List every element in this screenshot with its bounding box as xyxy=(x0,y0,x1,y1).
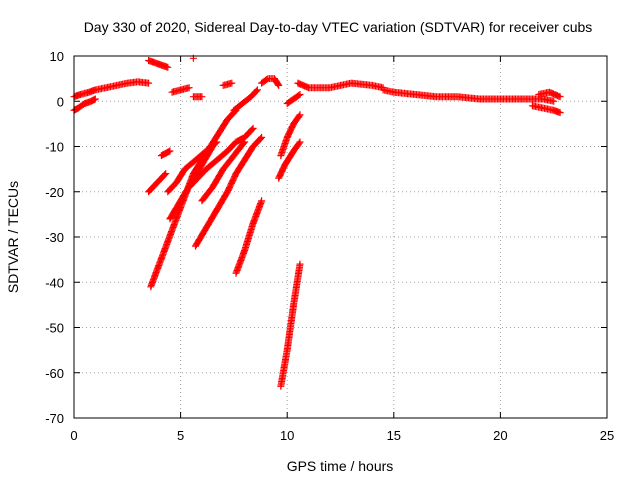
chart-title: Day 330 of 2020, Sidereal Day-to-day VTE… xyxy=(84,19,593,35)
x-tick-label: 10 xyxy=(280,428,294,443)
y-tick-label: -50 xyxy=(45,321,64,336)
x-tick-label: 15 xyxy=(387,428,401,443)
series-track-14 xyxy=(535,88,564,101)
data-points xyxy=(70,54,564,390)
series-track-24 xyxy=(275,138,304,182)
series-track-05 xyxy=(168,84,193,96)
series-track-15 xyxy=(145,170,170,196)
series-track-16 xyxy=(157,147,174,160)
series-track-06 xyxy=(189,93,206,101)
series-track-11 xyxy=(294,79,387,92)
series-track-22 xyxy=(198,138,249,205)
y-tick-label: -10 xyxy=(45,140,64,155)
ticks: 0 5 10 15 20 25 -70 -60 -50 -40 -30 -20 -10 0 10 xyxy=(45,49,614,443)
y-tick-label: -70 xyxy=(45,411,64,426)
y-tick-label: -60 xyxy=(45,366,64,381)
y-tick-label: 0 xyxy=(57,94,64,109)
series-track-25 xyxy=(277,111,304,160)
series-track-21 xyxy=(192,133,266,250)
y-tick-label: 10 xyxy=(50,49,64,64)
series-track-20 xyxy=(185,124,257,191)
x-tick-label: 0 xyxy=(70,428,77,443)
x-tick-label: 5 xyxy=(177,428,184,443)
x-axis-label: GPS time / hours xyxy=(287,458,394,474)
series-track-26 xyxy=(277,260,304,390)
y-tick-label: -40 xyxy=(45,275,64,290)
series-track-07 xyxy=(219,79,236,89)
series-track-19 xyxy=(164,138,221,196)
y-tick-label: -20 xyxy=(45,185,64,200)
series-track-10 xyxy=(283,91,304,107)
x-tick-label: 20 xyxy=(493,428,507,443)
y-tick-label: -30 xyxy=(45,230,64,245)
series-track-12 xyxy=(379,86,558,105)
series-track-09 xyxy=(258,75,283,89)
x-tick-label: 25 xyxy=(600,428,614,443)
y-axis-label: SDTVAR / TECUs xyxy=(5,181,21,293)
series-track-03 xyxy=(145,57,172,71)
grid xyxy=(74,56,607,418)
series-track-23 xyxy=(232,197,266,277)
series-track-13 xyxy=(528,102,564,117)
